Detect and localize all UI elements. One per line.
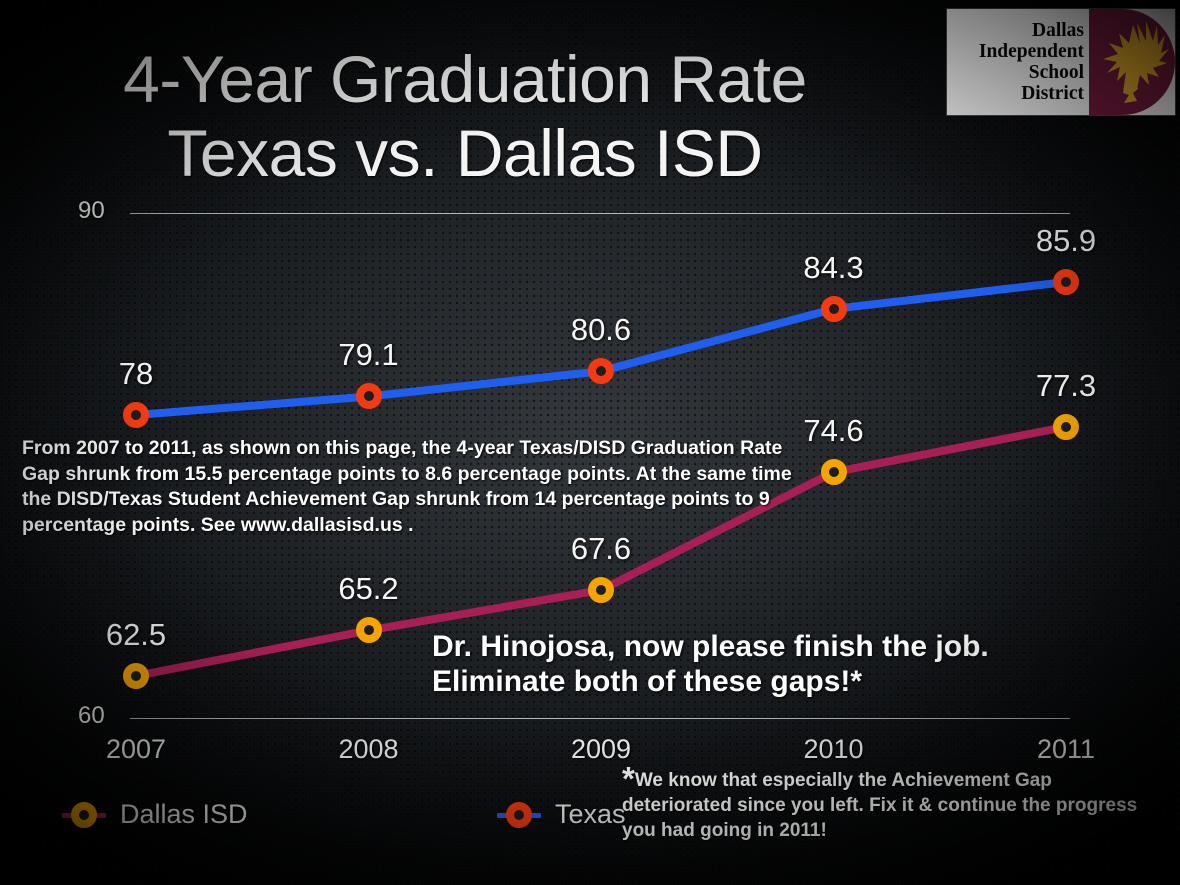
y-axis-tick-60: 60 [78,702,105,729]
data-point-dallas-isd-2008[interactable] [355,617,382,644]
data-point-dallas-isd-2010[interactable] [820,459,847,486]
logo-line-4: District [1021,83,1084,104]
legend-label: Texas [555,799,626,829]
callout-line-1: Dr. Hinojosa, now please finish the job. [432,630,989,663]
data-point-dallas-isd-2007[interactable] [123,662,149,689]
pegasus-glyph [1103,21,1169,103]
data-label-dallas-isd-2008: 65.2 [338,571,399,607]
data-label-dallas-isd-2007: 62.5 [105,616,167,652]
logo-line-1: Dallas [1031,20,1084,41]
legend-item-dallas-isd[interactable]: Dallas ISD [62,801,248,828]
legend-marker-icon [506,801,532,828]
data-label-texas-2010: 84.3 [803,249,864,285]
data-label-texas-2007: 78 [118,356,154,391]
legend-label: Dallas ISD [120,799,248,829]
logo-line-2: Independent [978,41,1084,62]
data-label-texas-2009: 80.6 [570,312,632,348]
data-label-texas-2011: 85.9 [1035,223,1097,259]
data-point-texas-2011[interactable] [1053,269,1079,296]
legend-marker-icon [71,801,97,828]
data-point-texas-2009[interactable] [588,358,614,385]
page-title: 4-Year Graduation Rate Texas vs. Dallas … [0,42,930,190]
data-label-dallas-isd-2010: 74.6 [803,413,864,449]
data-point-dallas-isd-2009[interactable] [588,577,614,604]
pegasus-icon [1089,9,1175,115]
logo-wordmark: Dallas Independent School District [947,9,1089,115]
data-label-texas-2008: 79.1 [338,337,399,373]
dallas-isd-logo: Dallas Independent School District [947,9,1175,115]
callout-line-2: Eliminate both of these gaps!* [432,665,863,698]
legend-item-texas[interactable]: Texas [497,801,626,828]
legend-symbol [62,801,106,828]
data-point-texas-2008[interactable] [355,383,382,410]
x-axis-tick-2009: 2009 [570,734,632,764]
legend-symbol [497,801,541,828]
gridline-90 [130,213,1070,214]
explanatory-paragraph: From 2007 to 2011, as shown on this page… [22,437,792,536]
logo-line-3: School [1028,62,1084,83]
data-point-dallas-isd-2011[interactable] [1053,413,1079,440]
data-point-texas-2007[interactable] [123,402,149,428]
y-axis-tick-90: 90 [78,197,105,224]
x-axis-tick-2011: 2011 [1036,734,1096,764]
gridline-60 [130,718,1070,719]
x-axis-tick-2007: 2007 [105,734,167,764]
data-point-texas-2010[interactable] [820,295,847,322]
callout-message: Dr. Hinojosa, now please finish the job.… [432,629,1162,699]
footnote-asterisk: * [622,760,635,797]
x-axis-tick-2008: 2008 [338,734,399,764]
title-line-1: 4-Year Graduation Rate [123,42,807,116]
title-line-2: Texas vs. Dallas ISD [167,116,763,190]
chart-legend: Dallas ISD Texas [0,795,1180,841]
x-axis-tick-2010: 2010 [803,734,864,764]
data-label-dallas-isd-2011: 77.3 [1035,367,1097,403]
